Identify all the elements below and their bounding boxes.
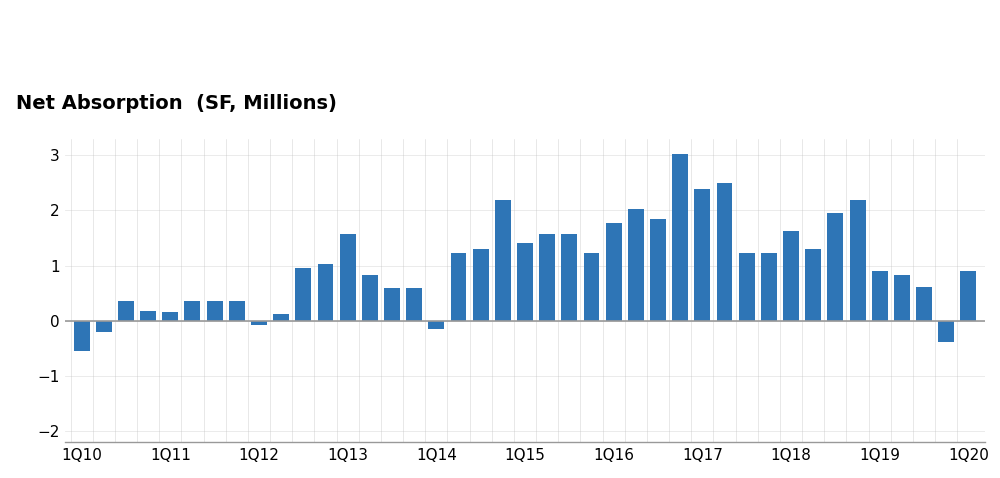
Bar [184, 302, 200, 321]
Bar [517, 243, 533, 321]
Bar [739, 253, 755, 321]
Text: MARKET ANALYSIS: MARKET ANALYSIS [16, 23, 349, 54]
Bar [650, 218, 666, 321]
Bar [340, 234, 356, 321]
Bar [938, 321, 954, 342]
Bar [428, 321, 444, 329]
Bar [606, 222, 622, 321]
Bar [140, 311, 156, 321]
Bar [628, 209, 644, 321]
Bar [916, 286, 932, 321]
Bar [473, 249, 489, 321]
Bar [162, 313, 178, 321]
Bar [295, 268, 311, 321]
Bar [229, 302, 245, 321]
Bar [362, 275, 378, 321]
Bar [850, 200, 866, 321]
Text: Net Absorption  (SF, Millions): Net Absorption (SF, Millions) [16, 94, 337, 113]
Bar [872, 271, 888, 321]
Bar [273, 314, 289, 321]
Bar [495, 200, 511, 321]
Bar [672, 154, 688, 321]
Bar [584, 253, 599, 321]
Bar [783, 231, 799, 321]
Bar [207, 302, 223, 321]
Bar [118, 302, 134, 321]
Bar [74, 321, 90, 351]
Bar [960, 271, 976, 321]
Bar [694, 189, 710, 321]
Bar [451, 253, 466, 321]
Bar [251, 321, 267, 325]
Bar [805, 249, 821, 321]
Bar [539, 234, 555, 321]
Bar [561, 234, 577, 321]
Bar [96, 321, 112, 332]
Bar [827, 213, 843, 321]
Bar [318, 264, 333, 321]
Bar [717, 183, 732, 321]
Bar [406, 288, 422, 321]
Bar [761, 253, 777, 321]
Bar [384, 288, 400, 321]
Bar [894, 275, 910, 321]
